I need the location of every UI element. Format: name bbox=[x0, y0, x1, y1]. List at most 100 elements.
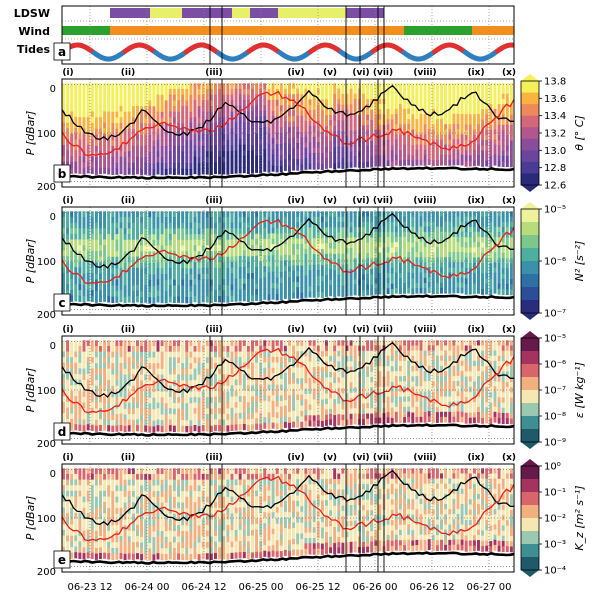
profile-cell bbox=[456, 277, 460, 284]
profile-cell bbox=[320, 222, 324, 229]
profile-cell bbox=[119, 402, 123, 409]
profile-cell bbox=[172, 397, 176, 404]
profile-cell bbox=[103, 284, 107, 291]
profile-cell bbox=[394, 257, 398, 263]
profile-cell bbox=[197, 146, 201, 153]
profile-cell bbox=[246, 139, 250, 146]
profile-cell bbox=[325, 152, 328, 159]
profile-cell bbox=[386, 124, 390, 131]
profile-cell bbox=[431, 257, 435, 264]
profile-cell bbox=[349, 263, 353, 270]
profile-cell bbox=[115, 380, 119, 387]
profile-cell bbox=[472, 221, 476, 228]
profile-cell bbox=[201, 94, 205, 101]
profile-cell bbox=[394, 216, 398, 223]
profile-cell bbox=[485, 252, 489, 259]
profile-cell bbox=[398, 119, 402, 125]
profile-cell bbox=[168, 100, 172, 107]
profile-cell bbox=[127, 157, 131, 164]
profile-cell bbox=[485, 216, 489, 223]
profile-cell bbox=[251, 128, 254, 135]
profile-cell bbox=[435, 262, 439, 269]
profile-cell bbox=[493, 114, 497, 120]
profile-cell bbox=[230, 256, 234, 263]
profile-cell bbox=[222, 425, 226, 432]
profile-cell bbox=[349, 135, 353, 142]
profile-cell bbox=[263, 356, 267, 363]
profile-cell bbox=[353, 289, 357, 296]
profile-cell bbox=[238, 357, 242, 364]
profile-cell bbox=[341, 99, 345, 106]
profile-cell bbox=[78, 407, 82, 414]
profile-cell bbox=[107, 211, 111, 218]
profile-cell bbox=[304, 131, 308, 138]
profile-cell bbox=[111, 408, 115, 415]
profile-cell bbox=[99, 284, 102, 291]
profile-cell bbox=[316, 126, 320, 132]
profile-cell bbox=[353, 263, 357, 270]
profile-cell bbox=[160, 111, 164, 119]
profile-cell bbox=[230, 396, 234, 403]
event-box bbox=[209, 6, 223, 64]
profile-cell bbox=[320, 142, 324, 149]
profile-cell bbox=[90, 413, 94, 420]
profile-cell bbox=[431, 283, 435, 289]
profile-cell bbox=[107, 284, 111, 292]
profile-cell bbox=[444, 114, 448, 120]
profile-cell bbox=[185, 129, 189, 136]
profile-cell bbox=[349, 156, 353, 163]
profile-cell bbox=[160, 222, 164, 229]
profile-cell bbox=[411, 226, 415, 233]
profile-cell bbox=[123, 425, 127, 433]
profile-cell bbox=[238, 368, 242, 375]
profile-cell bbox=[316, 275, 320, 282]
profile-cell bbox=[82, 105, 86, 113]
profile-cell bbox=[440, 139, 443, 146]
profile-cell bbox=[279, 340, 283, 347]
profile-cell bbox=[485, 232, 489, 238]
profile-cell bbox=[345, 264, 349, 271]
profile-cell bbox=[374, 83, 378, 90]
profile-cell bbox=[136, 217, 139, 224]
profile-cell bbox=[107, 391, 111, 398]
profile-cell bbox=[341, 120, 345, 127]
profile-cell bbox=[172, 363, 176, 370]
profile-cell bbox=[193, 368, 197, 375]
profile-cell bbox=[333, 393, 337, 400]
profile-cell bbox=[115, 251, 119, 258]
profile-cell bbox=[152, 346, 156, 353]
profile-cell bbox=[82, 250, 86, 258]
profile-cell bbox=[156, 346, 160, 353]
profile-cell bbox=[115, 162, 119, 170]
profile-cell bbox=[214, 295, 217, 303]
profile-cell bbox=[472, 278, 476, 284]
profile-cell bbox=[177, 151, 181, 158]
profile-cell bbox=[152, 357, 156, 364]
profile-cell bbox=[337, 408, 341, 415]
profile-cell bbox=[127, 414, 131, 421]
profile-cell bbox=[263, 154, 267, 161]
profile-cell bbox=[407, 113, 411, 120]
profile-cell bbox=[107, 256, 111, 263]
profile-cell bbox=[431, 145, 435, 151]
profile-cell bbox=[103, 368, 107, 375]
profile-cell bbox=[423, 98, 427, 105]
profile-cell bbox=[263, 255, 267, 262]
profile-cell bbox=[271, 216, 275, 223]
profile-cell bbox=[304, 404, 308, 411]
profile-cell bbox=[164, 274, 168, 281]
panel-c-ylabel: P [dBar] bbox=[24, 239, 37, 284]
profile-cell bbox=[181, 368, 185, 376]
profile-cell bbox=[82, 419, 86, 426]
profile-cell bbox=[242, 211, 246, 218]
mixed-layer-line bbox=[62, 212, 514, 269]
profile-cell bbox=[230, 88, 234, 96]
profile-cell bbox=[205, 217, 209, 224]
profile-cell bbox=[292, 132, 296, 139]
profile-cell bbox=[263, 293, 267, 300]
profile-cell bbox=[320, 249, 324, 255]
profile-cell bbox=[292, 394, 296, 401]
profile-cell bbox=[74, 295, 78, 302]
profile-cell bbox=[86, 228, 90, 235]
profile-cell bbox=[107, 228, 111, 235]
